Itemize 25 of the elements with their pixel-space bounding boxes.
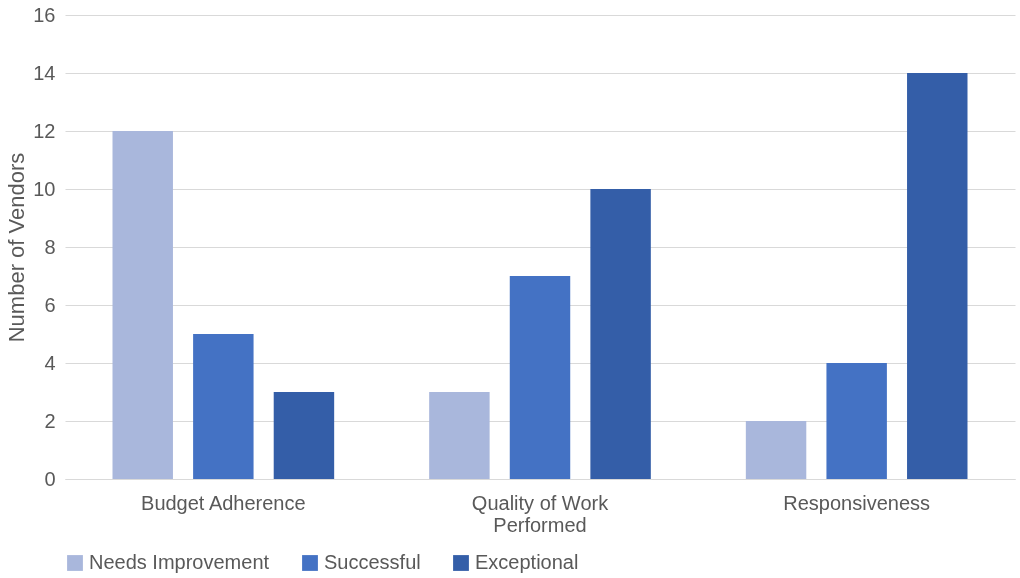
y-axis-title: Number of Vendors bbox=[4, 152, 30, 343]
legend-label: Successful bbox=[324, 551, 421, 573]
y-tick-label: 10 bbox=[33, 177, 56, 200]
legend-label: Exceptional bbox=[475, 551, 579, 573]
y-tick-label: 14 bbox=[33, 61, 56, 84]
bar bbox=[112, 131, 173, 479]
bar bbox=[745, 421, 807, 479]
bar bbox=[429, 392, 490, 479]
bar bbox=[826, 363, 887, 479]
y-tick-label: 2 bbox=[44, 409, 56, 432]
bar bbox=[509, 276, 571, 479]
y-tick-label: 4 bbox=[44, 351, 56, 374]
legend-label: Needs Improvement bbox=[89, 551, 270, 573]
bar bbox=[907, 73, 968, 479]
x-tick-label: Quality of Work Performed bbox=[471, 491, 610, 536]
bar bbox=[273, 392, 335, 479]
y-tick-label: 8 bbox=[44, 235, 56, 258]
bar bbox=[590, 189, 651, 479]
x-tick-label: Budget Adherence bbox=[141, 491, 306, 514]
y-tick-label: 6 bbox=[44, 293, 56, 316]
bar bbox=[193, 334, 254, 479]
y-tick-label: 12 bbox=[33, 119, 56, 142]
x-tick-label: Responsiveness bbox=[783, 491, 931, 514]
y-tick-label: 16 bbox=[33, 3, 56, 26]
y-tick-label: 0 bbox=[44, 467, 56, 490]
